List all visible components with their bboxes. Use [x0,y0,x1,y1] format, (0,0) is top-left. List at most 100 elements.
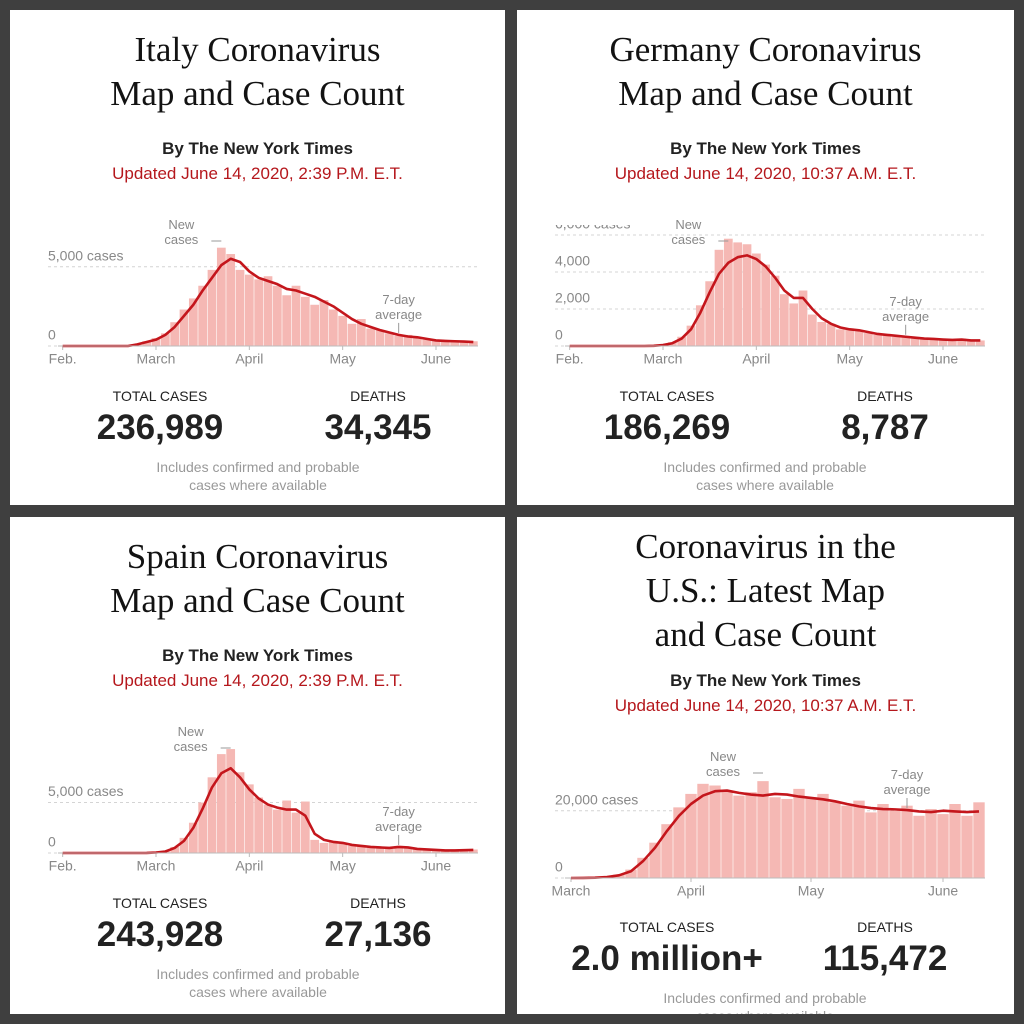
bar [826,323,836,346]
bar [661,824,673,878]
bar [310,304,320,346]
bar [745,792,757,878]
bar [431,340,441,346]
y-tick-label: 20,000 cases [555,791,638,807]
y-tick-label: 5,000 cases [48,783,124,799]
series-label: New cases [671,217,706,247]
bar [170,846,180,853]
bar [235,772,245,853]
bar [925,809,937,878]
x-tick-label: April [742,351,770,367]
bar [384,848,394,853]
bar [863,333,873,346]
bar [300,296,310,346]
bar [723,238,733,346]
bar [949,804,961,878]
x-tick-label: March [552,883,591,899]
bar [198,802,208,853]
bar [877,804,889,878]
note: Includes confirmed and probable cases wh… [156,459,360,493]
bar [366,847,376,853]
series-label: 7-day average [375,803,423,834]
bar [779,294,789,346]
chart: 0 2,000 4,000 6,000 cases Feb. March April May J… [553,225,985,367]
bar [272,285,282,346]
note: Includes confirmed and probable cases wh… [663,459,867,493]
panel: Germany Coronavirus Map and Case Count By… [517,10,1014,505]
series-label: New cases [164,217,199,247]
average-line [62,257,474,348]
x-tick-label: June [421,351,452,367]
bar [938,339,948,346]
stat-value: 236,989 [96,408,224,447]
bar [356,319,366,346]
stat-value: 186,269 [603,408,731,447]
bar [686,325,696,346]
bar [709,785,721,878]
bar [422,339,432,346]
x-tick-label: April [235,351,263,367]
bar [207,777,217,853]
bar [845,328,855,346]
bar [891,336,901,346]
bar [226,749,236,853]
bar [873,334,883,346]
byline: By The New York Times [162,139,353,158]
bar [459,342,469,346]
bar [966,340,976,346]
bar [291,285,301,346]
byline: By The New York Times [670,671,861,690]
bar [244,784,254,853]
bar [705,281,715,346]
x-tick-label: Feb. [49,858,77,874]
y-tick-label: 0 [48,327,56,343]
bar [403,334,413,346]
updated-time: Updated June 14, 2020, 10:37 A.M. E.T. [614,696,917,715]
stat-label: DEATHS [857,919,913,935]
bar [625,869,637,878]
bar [789,303,799,346]
bar [347,845,357,853]
stat-value: 243,928 [96,915,224,954]
series-label: New cases [173,724,208,754]
bar [338,315,348,346]
bar [637,857,649,878]
bar [673,807,685,878]
series-label: 7-day average [882,293,930,324]
bar [721,790,733,878]
panel: Coronavirus in the U.S.: Latest Map and … [517,517,1014,1014]
bar [733,795,745,878]
panel: Italy Coronavirus Map and Case Count By T… [10,10,505,505]
x-tick-label: March [137,351,176,367]
headline: Coronavirus in the U.S.: Latest Map and … [635,527,896,654]
bar [431,849,441,853]
bar [263,804,273,853]
bar [244,274,254,346]
bar [328,309,338,346]
bar [254,279,264,346]
stat-label: TOTAL CASES [619,919,715,935]
bar [742,244,752,346]
stat-value: 8,787 [841,408,929,447]
series-label: 7-day average [375,291,423,322]
bar [733,242,743,346]
updated-time: Updated June 14, 2020, 2:39 P.M. E.T. [112,164,403,183]
y-tick-label: 0 [555,859,563,875]
series-label: New cases [706,749,740,779]
bar [272,809,282,853]
x-tick-label: June [928,351,959,367]
x-tick-label: March [137,858,176,874]
bar [347,323,357,346]
stat-label: DEATHS [350,388,406,404]
bar [841,805,853,878]
stat-label: TOTAL CASES [112,895,208,911]
bar [188,298,198,346]
bar [179,837,189,853]
bar [937,814,949,878]
x-tick-label: June [928,883,959,899]
bar [910,337,920,346]
x-tick-label: May [329,858,355,874]
bar [805,797,817,878]
bar [226,254,236,346]
